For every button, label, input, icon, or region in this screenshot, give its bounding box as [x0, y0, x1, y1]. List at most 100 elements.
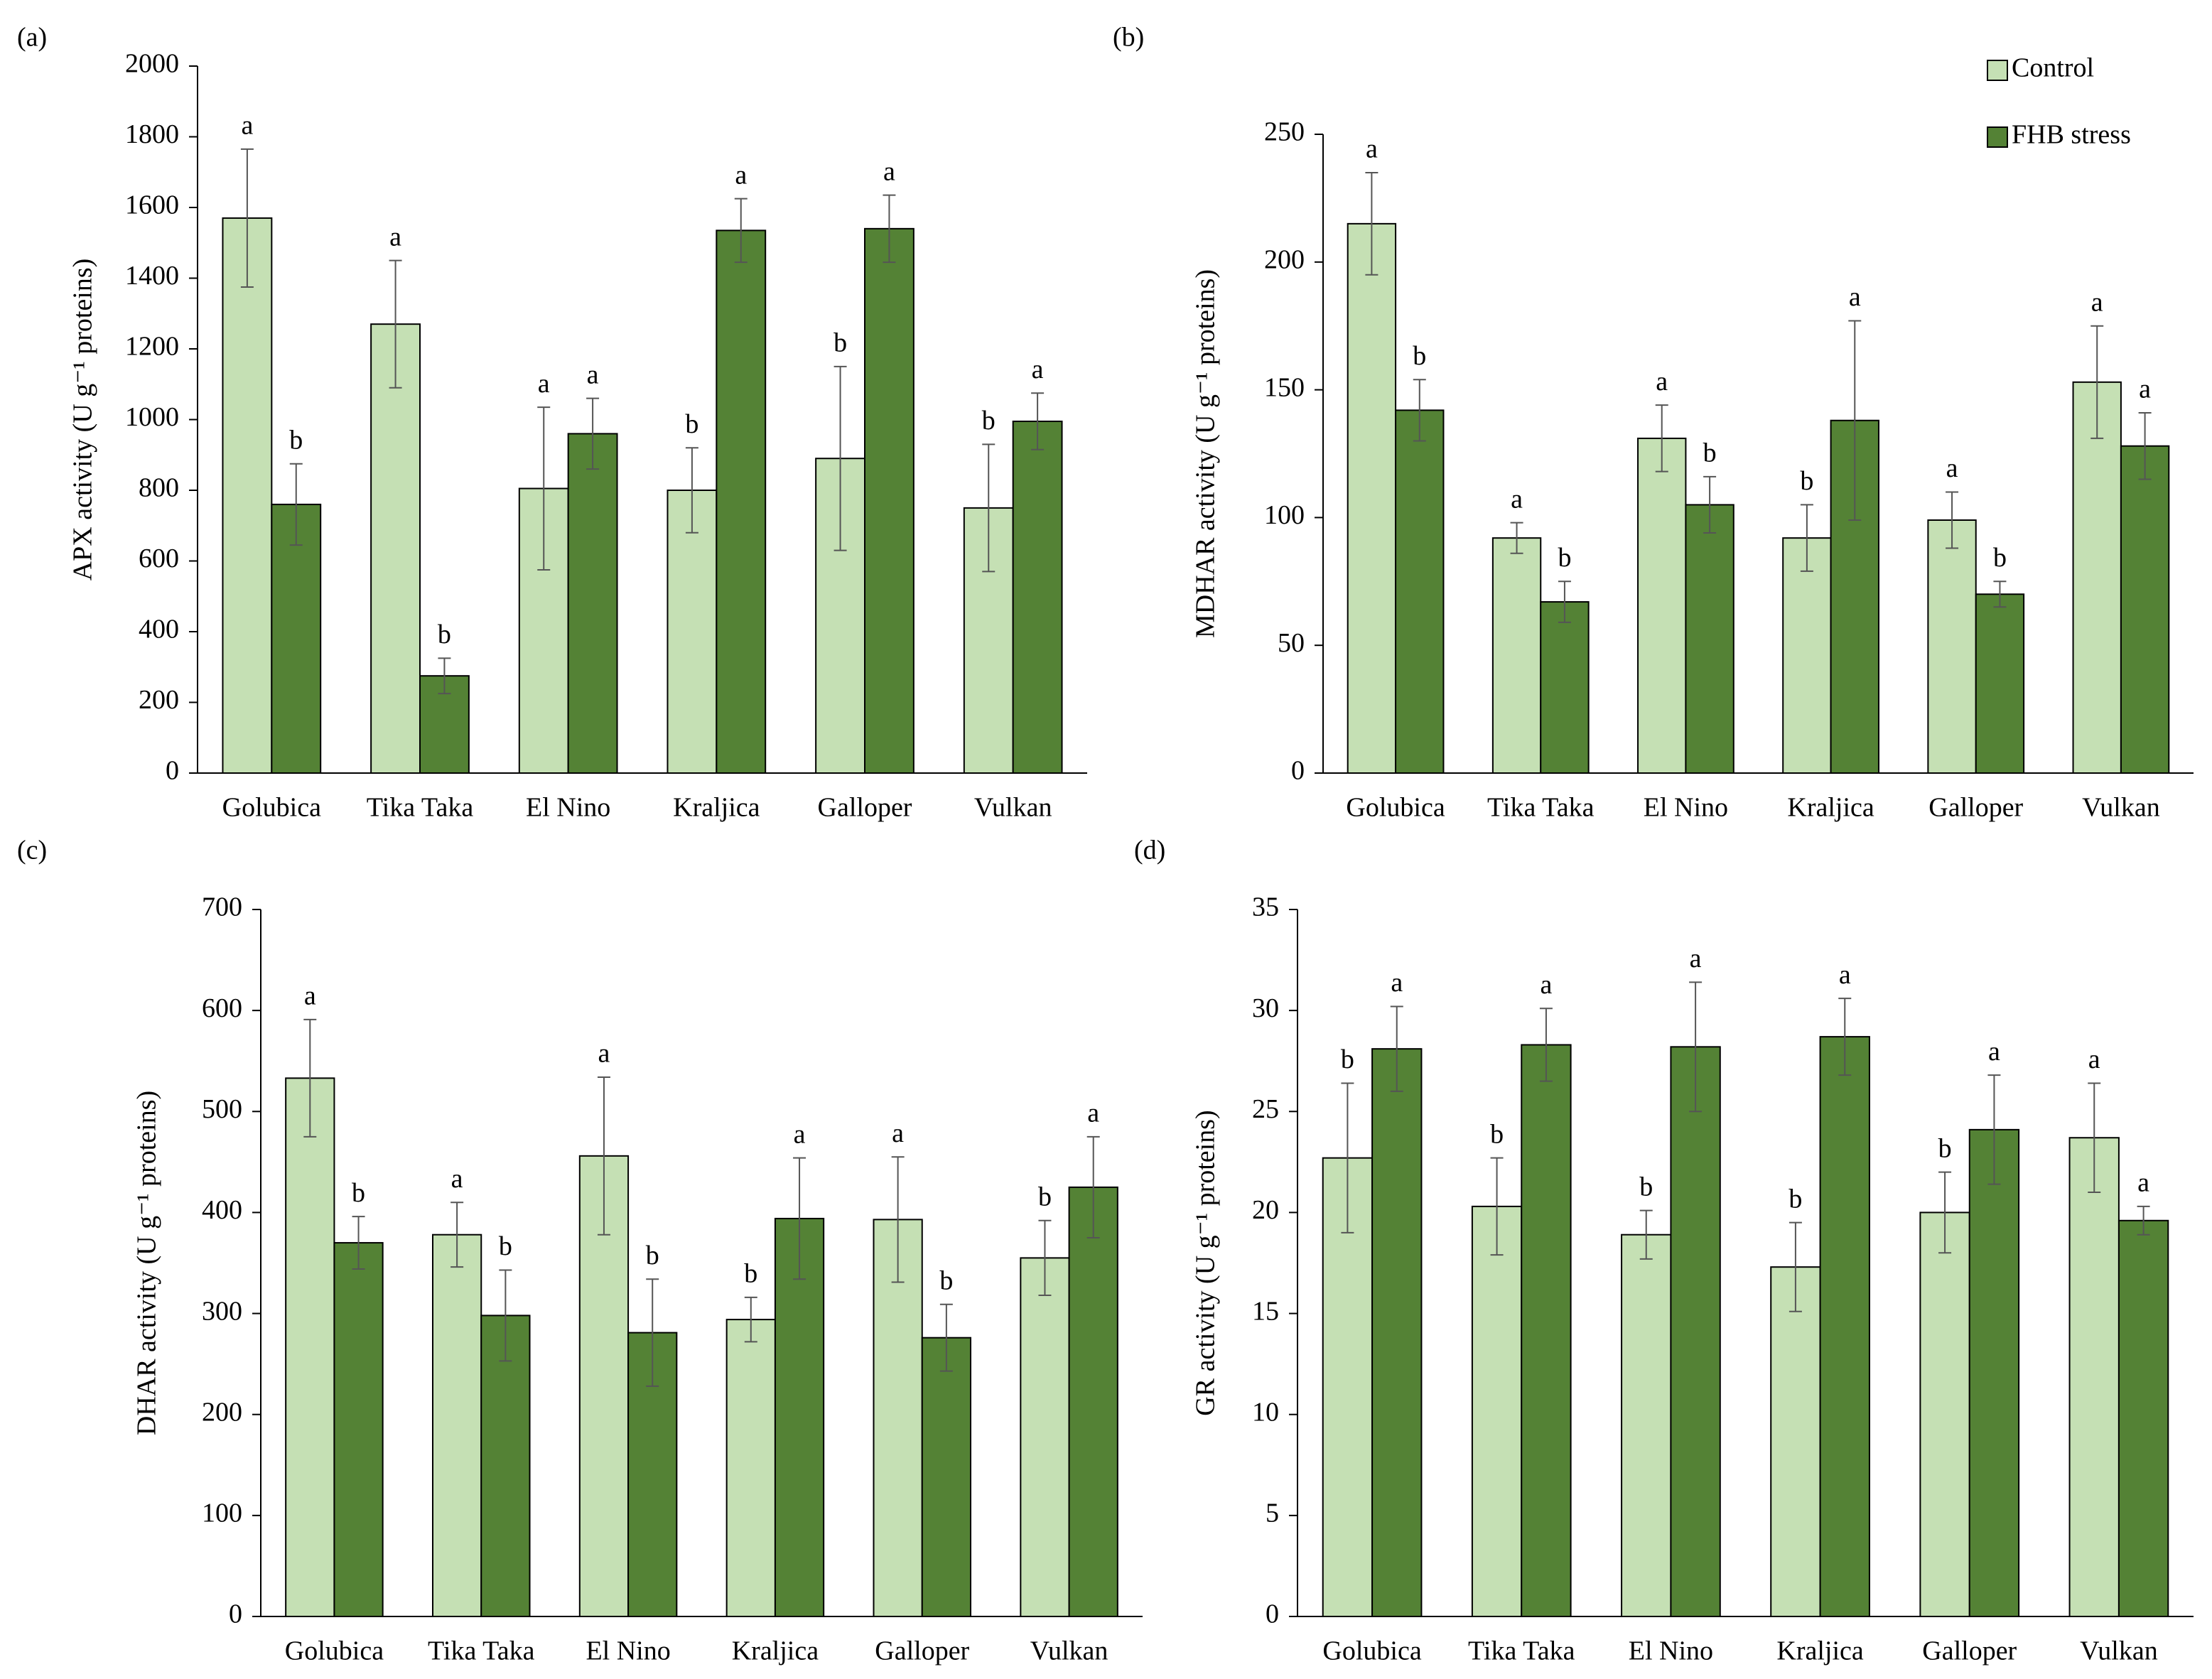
legend-swatch [1987, 126, 2008, 148]
bar [1919, 1211, 1970, 1617]
significance-letter: a [1032, 355, 1044, 384]
x-tick-label: Kraljica [673, 793, 760, 823]
y-tick-label: 100 [202, 1499, 242, 1528]
legend-label: FHB stress [2012, 120, 2131, 150]
y-tick-label: 1200 [125, 332, 179, 362]
y-tick-label: 600 [202, 993, 242, 1023]
x-tick-label: Golubica [222, 793, 321, 823]
panel-label: (a) [17, 23, 47, 53]
significance-letter: a [1540, 970, 1552, 1000]
significance-letter: b [1038, 1182, 1052, 1212]
significance-letter: b [1413, 341, 1426, 371]
significance-letter: b [685, 409, 698, 439]
y-tick-label: 100 [1264, 500, 1305, 530]
bar [222, 217, 273, 774]
bar [1770, 1266, 1821, 1617]
x-tick-label: Galloper [818, 793, 912, 823]
significance-letter: b [744, 1259, 757, 1289]
significance-letter: a [794, 1119, 806, 1149]
y-tick-label: 5 [1266, 1499, 1279, 1528]
significance-letter: a [451, 1164, 463, 1194]
y-tick-label: 30 [1252, 993, 1279, 1023]
x-tick-label: Kraljica [1787, 793, 1874, 823]
significance-letter: a [1087, 1098, 1099, 1128]
x-tick-label: Galloper [1928, 793, 2023, 823]
significance-letter: a [1656, 367, 1668, 396]
significance-letter: b [1639, 1172, 1653, 1202]
bar [1371, 1048, 1423, 1617]
significance-letter: a [2088, 1044, 2100, 1074]
bar [2117, 1219, 2169, 1618]
y-tick-label: 200 [1264, 245, 1305, 275]
significance-letter: a [883, 156, 895, 186]
bar [1347, 222, 1397, 774]
y-tick-label: 20 [1252, 1195, 1279, 1225]
significance-letter: a [538, 369, 550, 399]
significance-letter: a [389, 222, 401, 252]
significance-letter: b [1490, 1119, 1504, 1149]
y-tick-label: 200 [202, 1397, 242, 1427]
significance-letter: a [587, 360, 599, 389]
bar [1670, 1046, 1721, 1618]
bar [1521, 1044, 1572, 1617]
x-tick-label: Galloper [875, 1636, 969, 1666]
bar [1975, 593, 2025, 774]
panel-label: (b) [1113, 23, 1144, 53]
y-tick-label: 0 [1291, 756, 1305, 786]
x-tick-label: Golubica [1322, 1636, 1421, 1666]
bar [1819, 1036, 1870, 1617]
significance-letter: a [1511, 484, 1523, 514]
significance-letter: b [499, 1231, 512, 1261]
x-tick-label: Vulkan [1030, 1636, 1108, 1666]
significance-letter: b [1938, 1133, 1952, 1163]
significance-letter: b [438, 620, 451, 649]
y-tick-label: 0 [1266, 1599, 1279, 1629]
x-tick-label: El Nino [526, 793, 610, 823]
x-tick-label: Tika Taka [1468, 1636, 1575, 1666]
x-tick-label: Tika Taka [1487, 793, 1595, 823]
x-tick-label: Golubica [1346, 793, 1445, 823]
bar [567, 433, 618, 774]
x-tick-label: Vulkan [2080, 1636, 2158, 1666]
y-tick-label: 250 [1264, 117, 1305, 147]
significance-letter: a [2137, 1168, 2149, 1198]
significance-letter: a [1839, 960, 1851, 990]
significance-letter: a [1946, 453, 1958, 483]
bar [1068, 1186, 1118, 1617]
significance-letter: b [982, 406, 996, 436]
legend-label: Control [2012, 53, 2094, 83]
x-tick-label: El Nino [1629, 1636, 1713, 1666]
y-axis-label: APX activity (U g⁻¹ proteins) [68, 259, 98, 581]
y-tick-label: 300 [202, 1296, 242, 1326]
significance-letter: a [1366, 134, 1378, 164]
significance-letter: a [892, 1118, 904, 1148]
y-tick-label: 10 [1252, 1397, 1279, 1427]
y-tick-label: 0 [229, 1599, 242, 1629]
x-tick-label: El Nino [1644, 793, 1728, 823]
bar [1685, 504, 1734, 774]
y-tick-label: 500 [202, 1094, 242, 1124]
bar [2072, 381, 2122, 774]
significance-letter: a [1690, 944, 1702, 973]
bar [2120, 445, 2170, 774]
significance-letter: b [1341, 1044, 1354, 1074]
bar [725, 1319, 776, 1617]
significance-letter: a [735, 160, 747, 190]
bar [1968, 1128, 2020, 1618]
y-tick-label: 200 [139, 685, 179, 715]
bar [774, 1217, 825, 1617]
significance-letter: a [304, 981, 316, 1011]
significance-letter: a [2139, 374, 2151, 404]
y-axis-label: DHAR activity (U g⁻¹ proteins) [132, 1091, 162, 1435]
significance-letter: b [646, 1241, 659, 1270]
x-tick-label: Tika Taka [367, 793, 474, 823]
bar [1782, 537, 1832, 774]
y-tick-label: 700 [202, 892, 242, 922]
y-tick-label: 1000 [125, 402, 179, 432]
y-axis-label: GR activity (U g⁻¹ proteins) [1191, 1110, 1221, 1415]
x-tick-label: Kraljica [732, 1636, 819, 1666]
bar [1927, 519, 1977, 774]
significance-letter: b [833, 328, 847, 358]
significance-letter: b [289, 425, 303, 455]
